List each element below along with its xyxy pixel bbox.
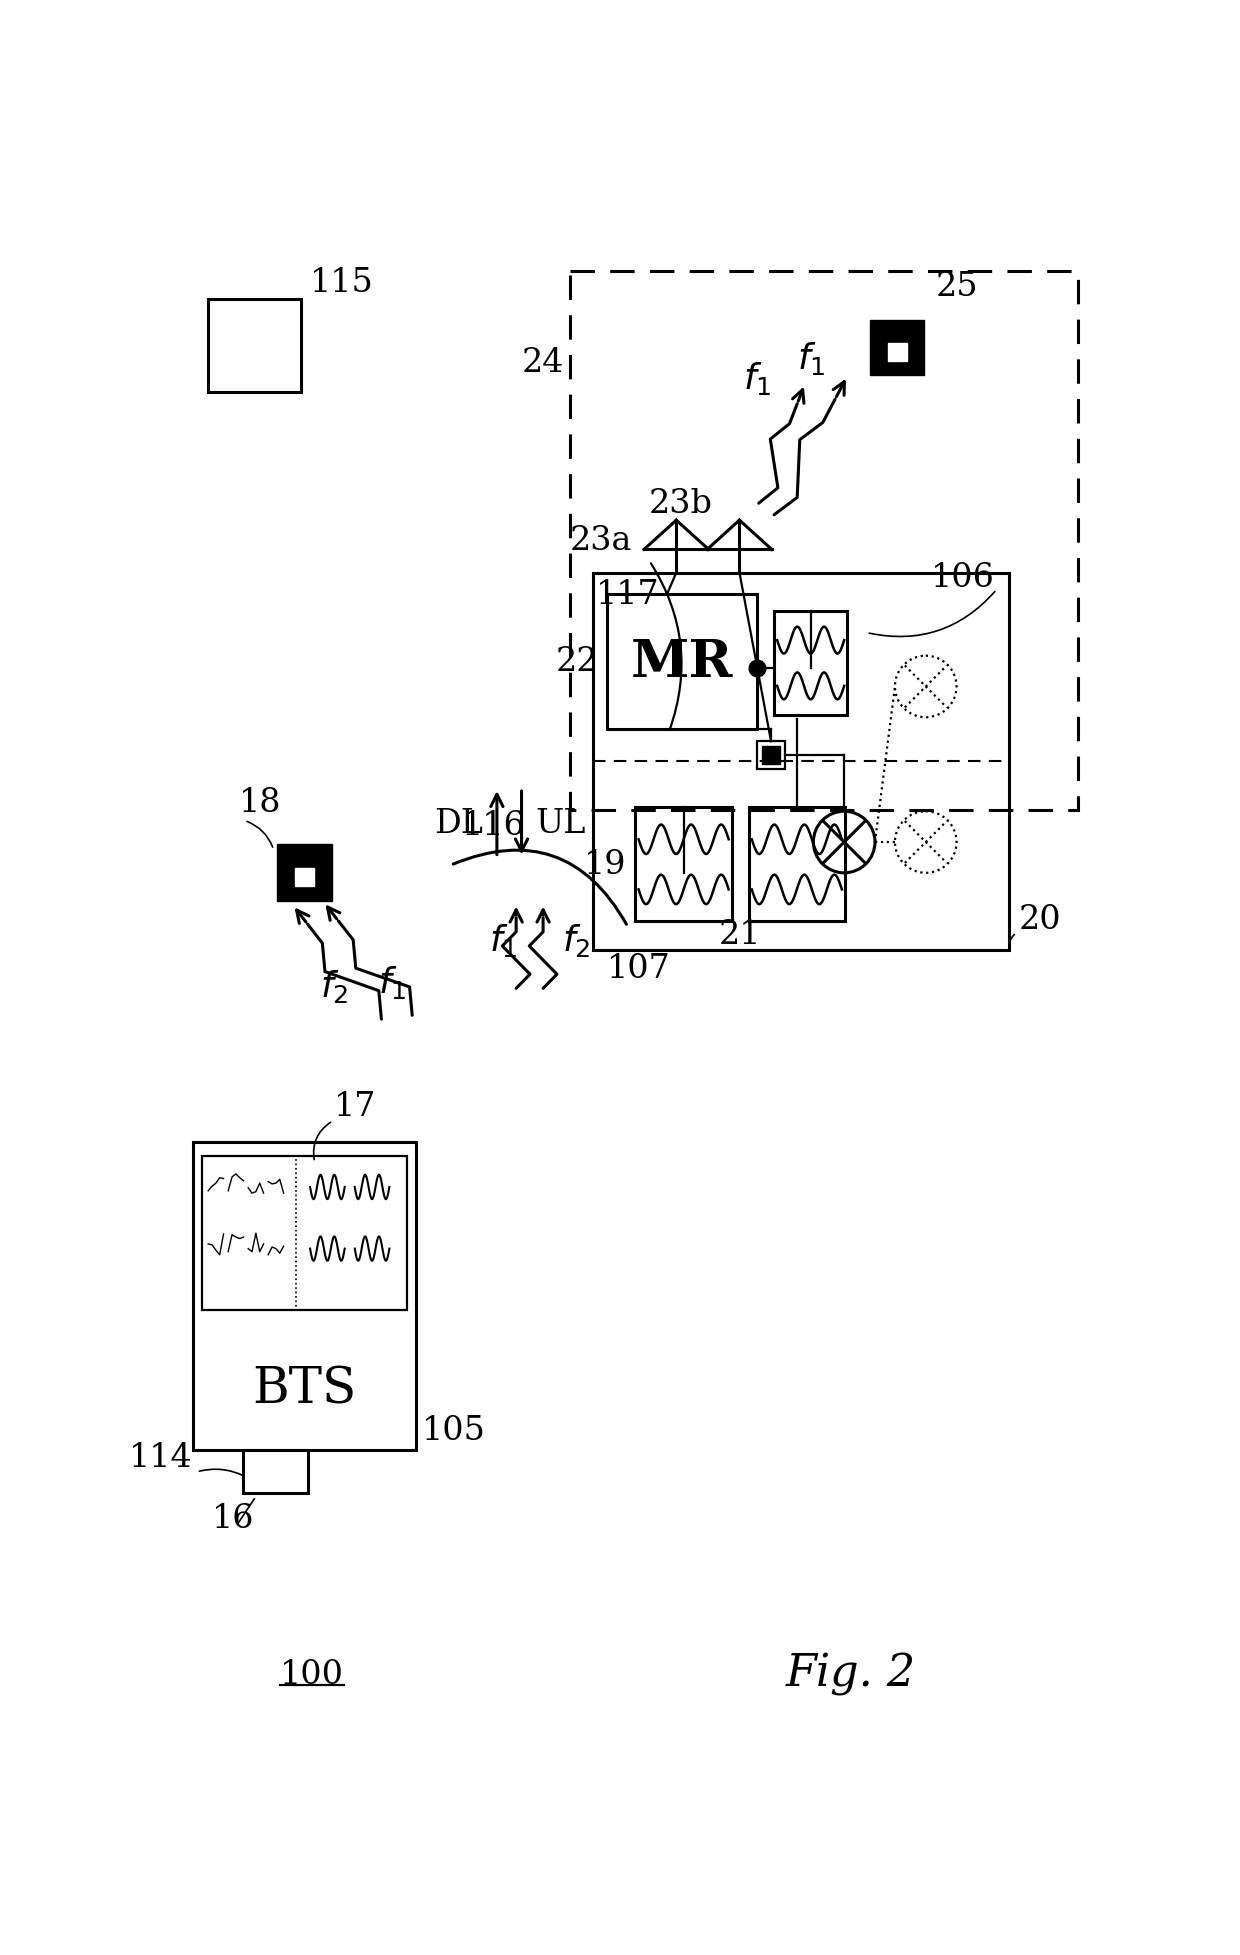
Text: 117: 117 [595,579,660,612]
Bar [243,1451,309,1494]
Bar [192,1144,417,1451]
FancyArrowPatch shape [1009,934,1014,944]
FancyArrowPatch shape [247,821,273,848]
Bar [870,321,924,375]
Text: 23a: 23a [569,524,631,557]
Bar [774,612,847,716]
Text: UL: UL [536,807,585,839]
Text: Fig. 2: Fig. 2 [786,1652,916,1695]
Bar [202,1157,296,1310]
Text: 23b: 23b [649,489,713,520]
Bar [208,299,300,393]
FancyArrowPatch shape [869,592,994,637]
Bar [888,344,906,362]
FancyArrowPatch shape [314,1122,331,1159]
Text: 100: 100 [280,1658,343,1689]
Text: 22: 22 [556,645,598,678]
Text: $f_1$: $f_1$ [743,360,771,397]
Text: 17: 17 [335,1091,377,1122]
Bar [635,807,732,923]
Text: BTS: BTS [252,1365,357,1413]
Bar [202,1157,407,1310]
Text: 116: 116 [463,809,526,843]
FancyArrowPatch shape [200,1470,244,1476]
Bar [570,272,1079,809]
Text: 18: 18 [239,786,281,819]
Bar [761,747,780,764]
Text: MR: MR [631,637,733,688]
Bar [277,845,332,901]
Bar [608,594,758,729]
Text: 25: 25 [936,272,978,303]
Text: $f_2$: $f_2$ [320,968,348,1005]
Bar [295,868,314,888]
Text: DL: DL [434,807,484,839]
FancyArrowPatch shape [651,565,682,731]
Text: 115: 115 [310,268,373,299]
Bar [593,573,1009,950]
Bar [749,807,844,923]
Text: 21: 21 [719,919,761,950]
Text: 24: 24 [522,346,564,379]
Bar [758,741,785,770]
Text: 114: 114 [129,1441,192,1472]
Text: 106: 106 [931,563,994,594]
Text: 20: 20 [1018,903,1060,936]
Text: $f_1$: $f_1$ [490,921,517,958]
Text: $f_2$: $f_2$ [563,921,590,958]
Text: 19: 19 [584,848,626,882]
Text: $f_1$: $f_1$ [377,964,405,1001]
Text: 16: 16 [212,1503,254,1535]
Text: 105: 105 [422,1413,486,1447]
Text: $f_1$: $f_1$ [797,340,826,377]
FancyArrowPatch shape [454,850,626,925]
Text: 107: 107 [608,952,671,983]
